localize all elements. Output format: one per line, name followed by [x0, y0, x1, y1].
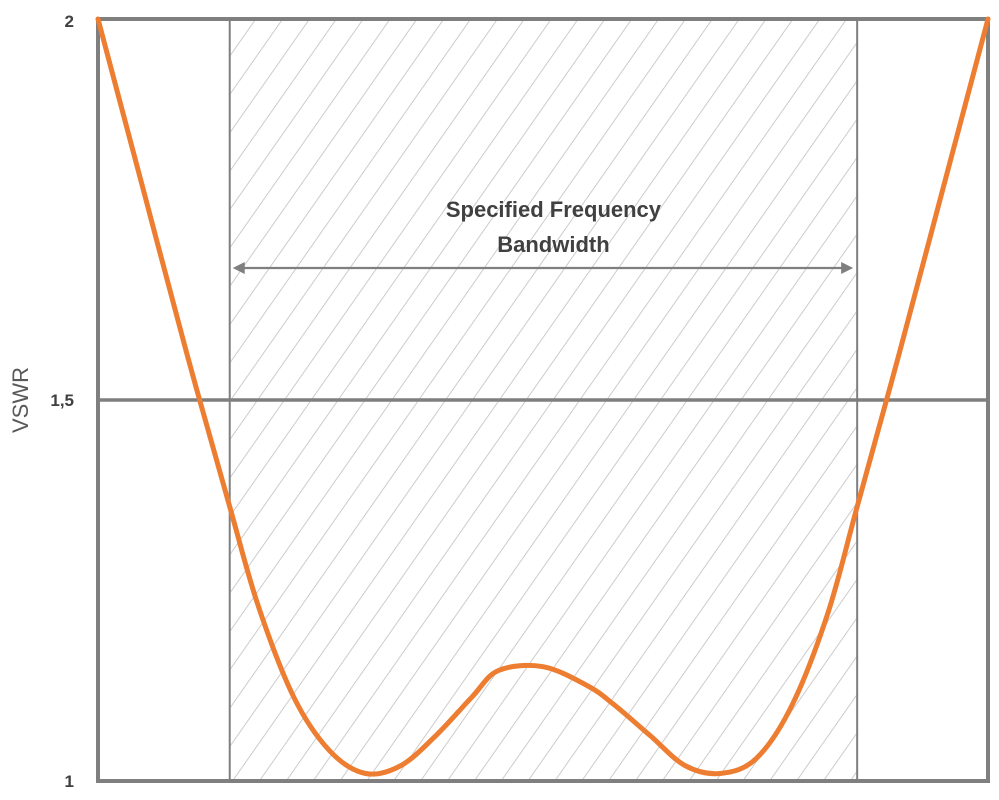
y-tick-label: 2	[65, 12, 74, 31]
bandwidth-annotation-line1: Specified Frequency	[446, 197, 662, 222]
vswr-curve	[95, 16, 991, 777]
bandwidth-annotation-line2: Bandwidth	[497, 232, 609, 257]
y-tick-label: 1,5	[50, 391, 74, 410]
y-tick-labels: 21,51	[50, 12, 74, 791]
arrow-head-right	[841, 262, 854, 274]
bandwidth-arrow	[232, 262, 854, 274]
y-axis-label: VSWR	[8, 367, 33, 433]
arrow-head-left	[232, 262, 245, 274]
y-tick-label: 1	[65, 772, 74, 791]
plot-frame	[96, 17, 990, 783]
